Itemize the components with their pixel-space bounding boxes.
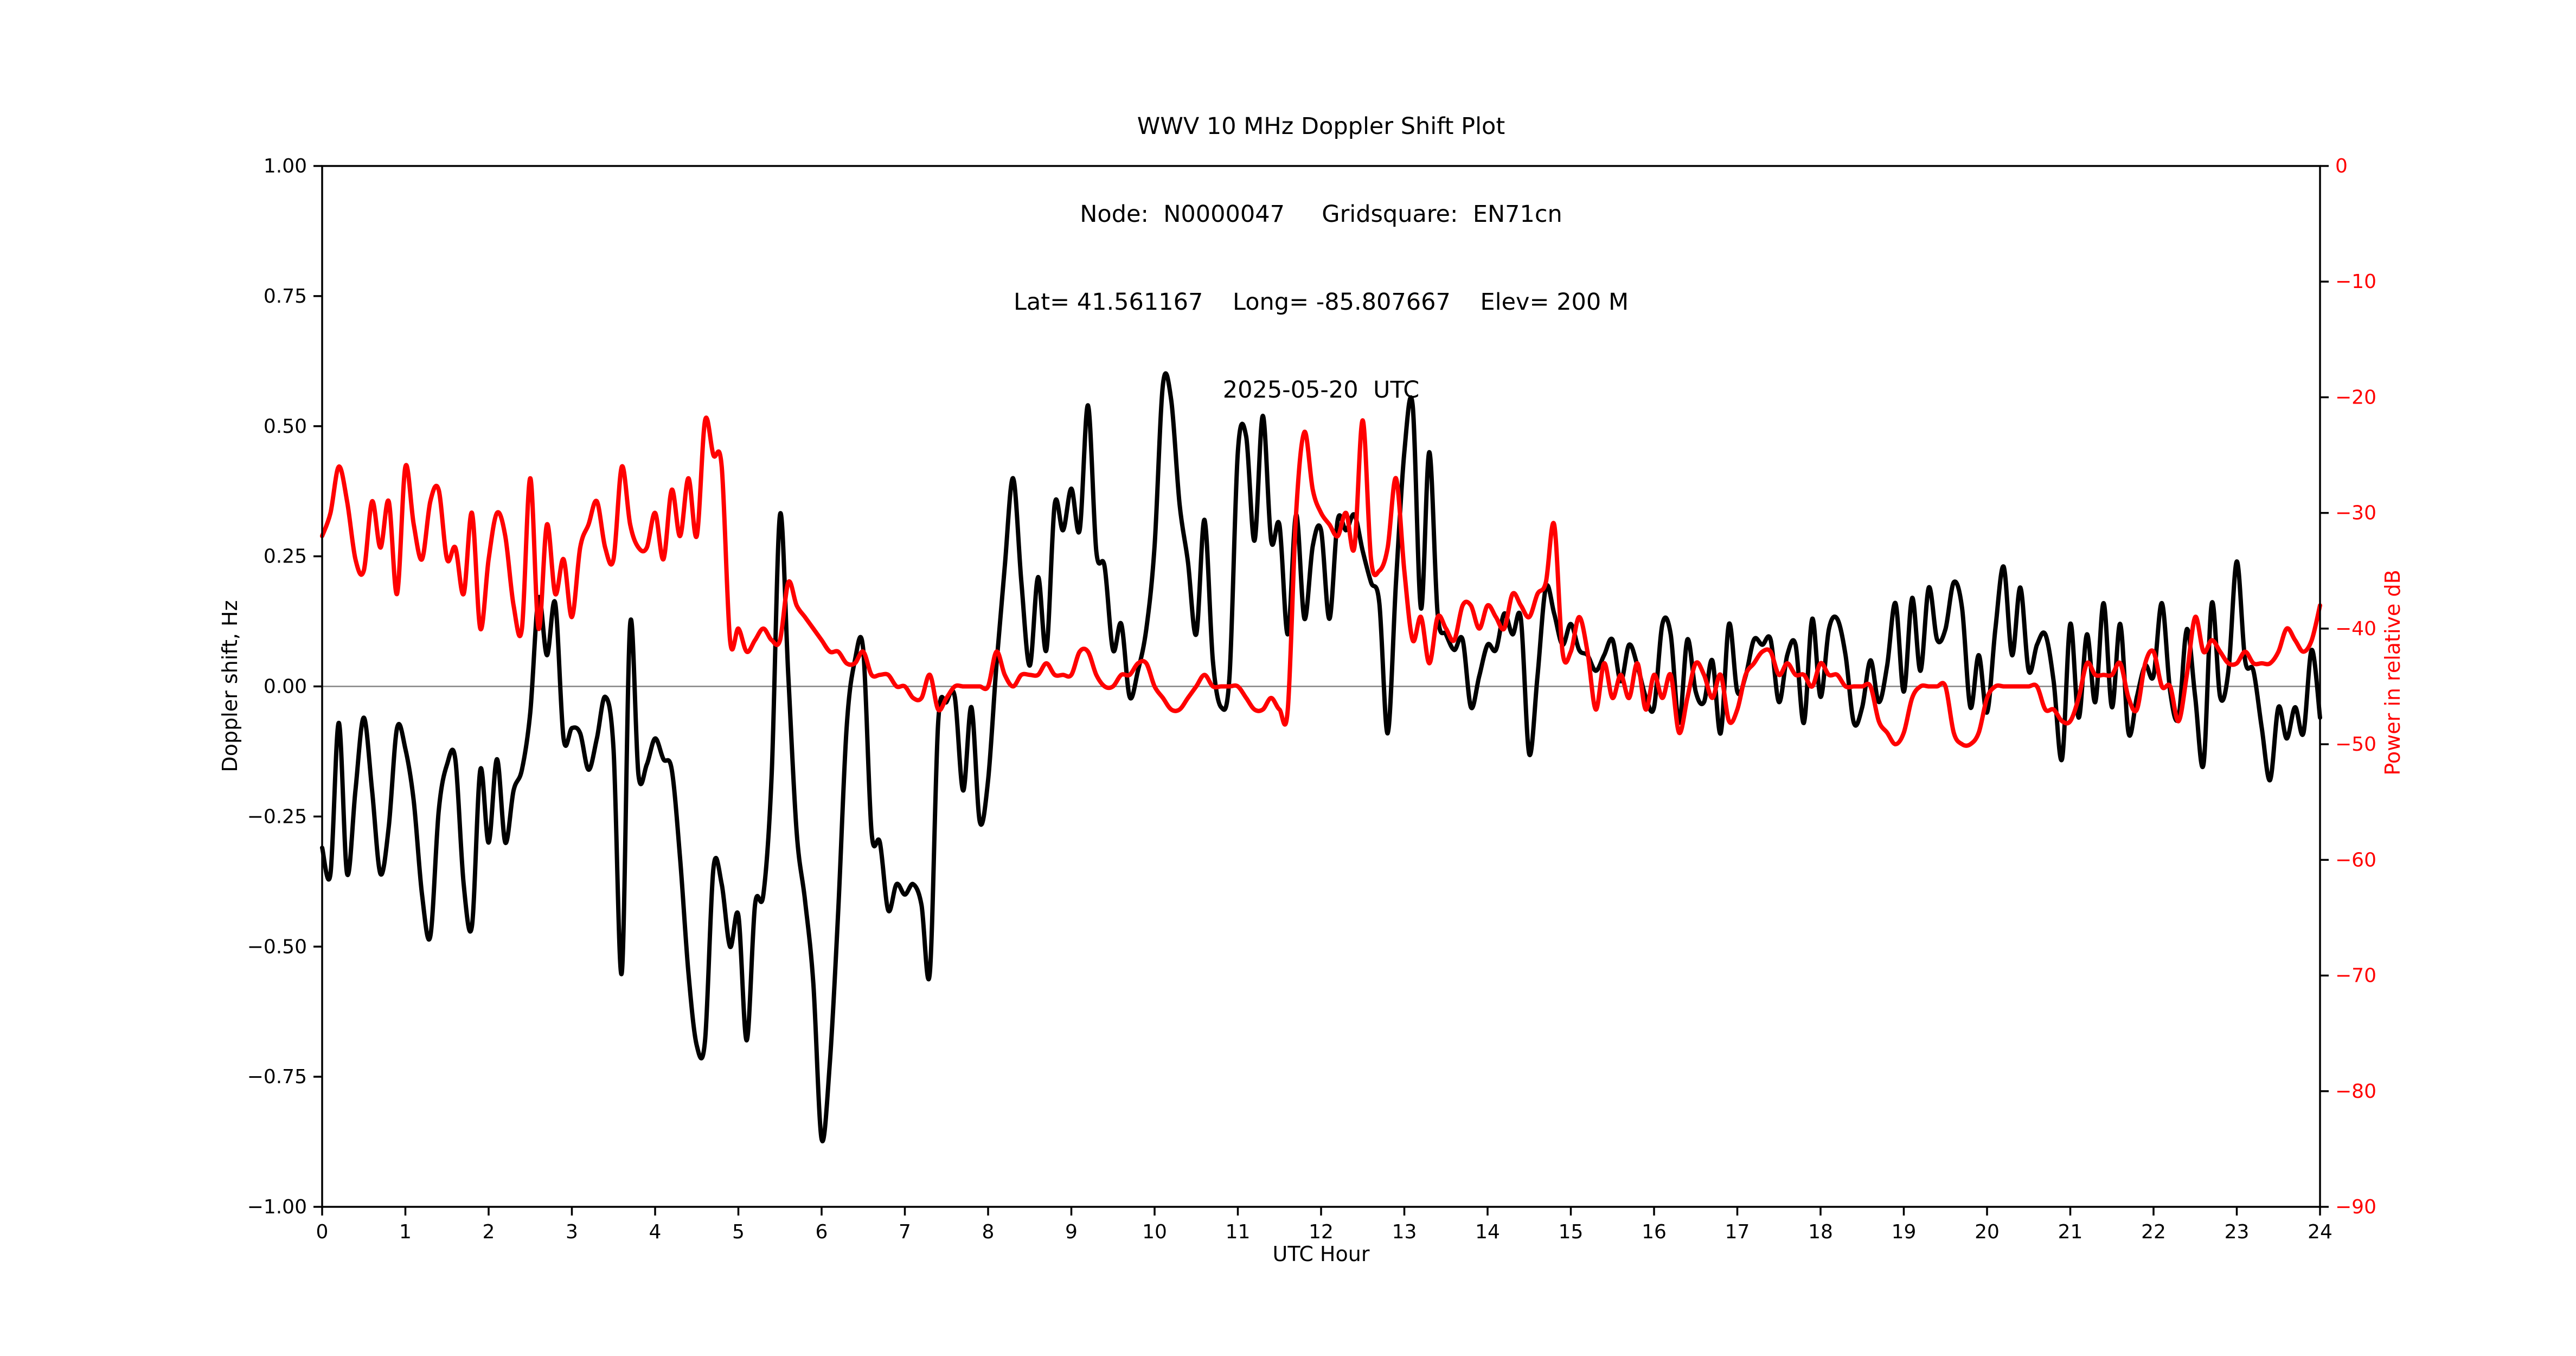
x-tick-label: 24	[2308, 1221, 2333, 1243]
x-tick-label: 2	[483, 1221, 495, 1243]
power-series-line	[320, 415, 2322, 748]
x-tick-label: 15	[1559, 1221, 1584, 1243]
x-tick-label: 17	[1725, 1221, 1750, 1243]
x-tick-label: 22	[2141, 1221, 2166, 1243]
y-right-tick-label: −30	[2335, 502, 2376, 525]
x-tick-label: 12	[1309, 1221, 1334, 1243]
x-tick-label: 3	[566, 1221, 578, 1243]
x-tick-label: 18	[1808, 1221, 1833, 1243]
x-tick-label: 7	[899, 1221, 911, 1243]
x-tick-label: 16	[1642, 1221, 1667, 1243]
plot-title-line3: Lat= 41.561167 Long= -85.807667 Elev= 20…	[1013, 289, 1629, 316]
y-left-tick-label: −0.25	[247, 805, 307, 828]
doppler-series-line	[320, 371, 2322, 1143]
plot-title-line1: WWV 10 MHz Doppler Shift Plot	[1137, 113, 1505, 140]
y-left-tick-label: 0.00	[264, 676, 307, 698]
y-left-tick-label: 1.00	[264, 155, 307, 177]
x-tick-label: 9	[1065, 1221, 1078, 1243]
y-right-tick-label: −60	[2335, 849, 2376, 871]
y-right-tick-label: −70	[2335, 965, 2376, 987]
x-tick-label: 8	[982, 1221, 995, 1243]
x-tick-label: 5	[732, 1221, 745, 1243]
x-tick-label: 11	[1226, 1221, 1251, 1243]
x-tick-label: 19	[1892, 1221, 1917, 1243]
x-tick-label: 20	[1975, 1221, 2000, 1243]
plot-title-block: WWV 10 MHz Doppler Shift Plot Node: N000…	[322, 53, 2320, 463]
x-axis-label: UTC Hour	[1272, 1242, 1370, 1266]
x-tick-label: 0	[316, 1221, 329, 1243]
x-tick-label: 6	[816, 1221, 828, 1243]
x-tick-label: 23	[2225, 1221, 2250, 1243]
x-tick-label: 10	[1142, 1221, 1167, 1243]
y-right-tick-label: −80	[2335, 1080, 2376, 1103]
y-right-tick-label: −40	[2335, 618, 2376, 640]
y-left-tick-label: 0.50	[264, 415, 307, 438]
y-left-tick-label: −0.50	[247, 936, 307, 958]
y-left-tick-label: −0.75	[247, 1066, 307, 1088]
plot-title-line4: 2025-05-20 UTC	[1222, 376, 1420, 404]
y-right-tick-label: −20	[2335, 386, 2376, 408]
y-right-tick-label: 0	[2335, 155, 2348, 177]
y-left-tick-label: −1.00	[247, 1196, 307, 1218]
x-tick-label: 14	[1475, 1221, 1500, 1243]
x-tick-label: 1	[399, 1221, 412, 1243]
y-right-tick-label: −50	[2335, 733, 2376, 756]
x-tick-label: 4	[649, 1221, 662, 1243]
y-left-tick-label: 0.25	[264, 546, 307, 568]
plot-title-line2: Node: N0000047 Gridsquare: EN71cn	[1080, 201, 1562, 228]
x-tick-label: 21	[2058, 1221, 2083, 1243]
y-right-tick-label: −10	[2335, 271, 2376, 293]
y-left-tick-label: 0.75	[264, 285, 307, 308]
y-right-tick-label: −90	[2335, 1196, 2376, 1218]
x-tick-label: 13	[1392, 1221, 1417, 1243]
